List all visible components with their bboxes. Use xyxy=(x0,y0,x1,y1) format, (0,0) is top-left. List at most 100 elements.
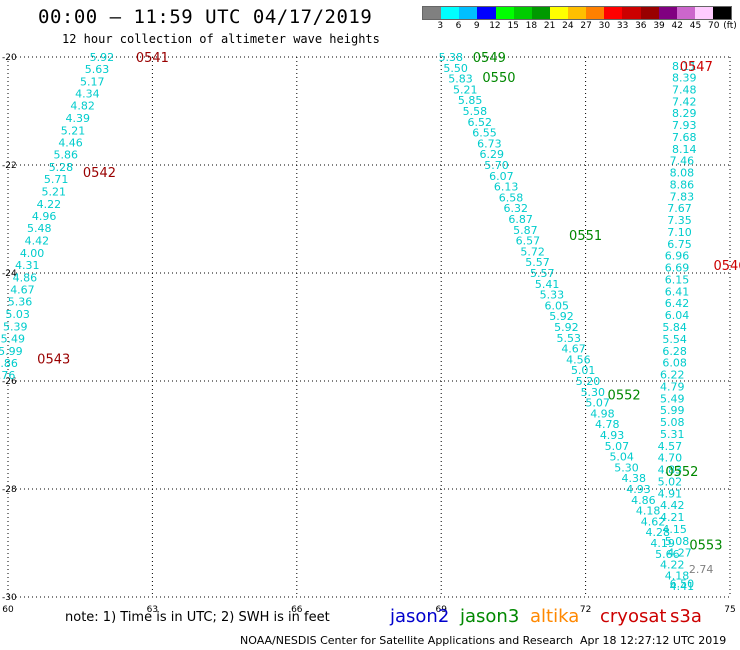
swh-value-label: 6.75 xyxy=(667,238,692,251)
swh-value-label: 4.42 xyxy=(25,235,50,248)
swh-value-label: 5.99 xyxy=(660,404,685,417)
y-tick-label: -22 xyxy=(2,161,17,171)
swh-value-label: 6.13 xyxy=(494,181,519,194)
swh-value-label: 5.39 xyxy=(3,320,28,333)
swh-value-label: 7.67 xyxy=(667,202,692,215)
swh-value-label: 5.49 xyxy=(1,332,26,345)
swh-value-label: 4.28 xyxy=(646,526,671,539)
swh-value-label: 7.68 xyxy=(672,131,697,144)
swh-value-label: 6.52 xyxy=(467,116,492,129)
legend-label: 45 xyxy=(689,21,702,31)
y-tick-label: -20 xyxy=(2,53,17,63)
swh-value-label: 8.11 xyxy=(672,60,697,73)
swh-value-label: 5.08 xyxy=(660,416,685,429)
y-tick-label: -30 xyxy=(2,593,17,603)
swh-value-label: 4.34 xyxy=(75,88,100,101)
x-tick-label: 63 xyxy=(147,605,158,615)
pass-time-label: 0552 xyxy=(665,465,698,480)
x-tick-label: 72 xyxy=(580,605,591,615)
swh-value-label: 6.28 xyxy=(662,345,687,358)
pass-time-label: 0542 xyxy=(83,166,116,181)
x-tick-label: 69 xyxy=(435,605,447,615)
swh-value-label: 4.91 xyxy=(658,487,683,500)
swh-value-label: 6.32 xyxy=(504,202,529,215)
legend-label: 24 xyxy=(562,21,574,31)
swh-value-label: 6.15 xyxy=(665,273,690,286)
swh-value-label: 8.86 xyxy=(670,178,695,191)
pass-time-label: 0553 xyxy=(689,539,722,554)
swh-value-label: 5.07 xyxy=(585,397,610,410)
legend-label: 12 xyxy=(489,21,501,31)
satellite-s3a: s3a xyxy=(670,606,702,627)
legend-label: 42 xyxy=(671,21,684,31)
swh-value-label: 6.55 xyxy=(472,127,497,140)
swh-value-label: 5.36 xyxy=(8,296,33,309)
swh-value-label: 4.76 xyxy=(0,369,15,382)
swh-value-label: 6.41 xyxy=(665,285,690,298)
swh-value-label: 5.99 xyxy=(0,345,23,358)
swh-value-label: 4.31 xyxy=(15,259,40,272)
swh-value-label: 5.41 xyxy=(535,278,560,291)
swh-value-label: 7.48 xyxy=(672,83,697,96)
legend-label: 15 xyxy=(507,21,519,31)
legend-color-cell xyxy=(676,7,695,19)
legend-label: 9 xyxy=(473,21,480,31)
footer-note: note: 1) Time is in UTC; 2) SWH is in fe… xyxy=(65,610,330,625)
legend-color-cell xyxy=(531,7,550,19)
legend-color-cell xyxy=(477,7,496,19)
swh-value-label: 8.29 xyxy=(672,107,697,120)
swh-value-label: 4.41 xyxy=(670,580,695,593)
swh-value-label: 6.58 xyxy=(499,191,524,204)
legend-label: 3 xyxy=(437,21,444,31)
swh-value-label: 5.30 xyxy=(614,461,639,474)
page-subtitle: 12 hour collection of altimeter wave hei… xyxy=(62,32,380,46)
satellite-jason3: jason3 xyxy=(460,606,520,627)
swh-value-label: 5.33 xyxy=(540,289,565,302)
swh-value-label: 5.20 xyxy=(576,375,601,388)
swh-value-label: 4.70 xyxy=(658,452,683,465)
pass-time-label: 0549 xyxy=(473,51,506,66)
swh-value-label: 5.48 xyxy=(27,222,52,235)
swh-value-label: 5.70 xyxy=(484,159,509,172)
pass-time-label: 0541 xyxy=(136,51,169,66)
swh-value-label: 5.72 xyxy=(520,245,545,258)
legend-label: 33 xyxy=(616,21,629,31)
swh-value-label: 4.22 xyxy=(37,198,62,211)
x-tick-label: 66 xyxy=(291,605,303,615)
swh-value-label: 5.21 xyxy=(61,124,86,137)
swh-value-label: 5.84 xyxy=(662,321,687,334)
legend-label: 70 xyxy=(708,21,720,31)
legend-color-cells xyxy=(422,6,732,20)
swh-value-label: 4.38 xyxy=(621,472,646,485)
swh-value-label: 6.87 xyxy=(508,213,533,226)
swh-value-label: 7.46 xyxy=(670,155,695,168)
y-tick-label: -26 xyxy=(2,377,17,387)
legend-color-cell xyxy=(495,7,514,19)
pass-time-label: 0551 xyxy=(569,229,602,244)
swh-value-label: 4.98 xyxy=(590,407,615,420)
legend-label: 39 xyxy=(653,21,665,31)
swh-value-label: 6.69 xyxy=(665,262,690,275)
pass-time-label: 0546 xyxy=(713,259,740,274)
legend-color-cell xyxy=(640,7,659,19)
legend-label: 18 xyxy=(525,21,538,31)
swh-value-label: 4.18 xyxy=(665,569,690,582)
swh-value-label: 2.74 xyxy=(689,563,714,576)
satellite-cryosat: cryosat xyxy=(600,606,667,627)
swh-value-label: 4.78 xyxy=(595,418,620,431)
swh-value-label: 5.30 xyxy=(581,386,606,399)
swh-value-label: 5.03 xyxy=(5,308,30,321)
swh-value-label: 5.28 xyxy=(49,161,74,174)
y-tick-label: -24 xyxy=(2,269,17,279)
swh-value-label: 4.27 xyxy=(667,547,692,560)
legend-color-cell xyxy=(604,7,623,19)
page-title: 00:00 — 11:59 UTC 04/17/2019 xyxy=(38,6,373,28)
swh-value-label: 6.73 xyxy=(477,137,502,150)
y-tick-label: -28 xyxy=(2,485,17,495)
x-tick-label: 60 xyxy=(2,605,14,615)
swh-value-label: 6.96 xyxy=(665,250,690,263)
legend-labels: 3 6 9 12 15 18 21 24 27 30 33 36 39 42 45 70 (ft) xyxy=(422,20,736,32)
legend-color-cell xyxy=(513,7,532,19)
swh-value-label: 5.63 xyxy=(85,63,110,76)
